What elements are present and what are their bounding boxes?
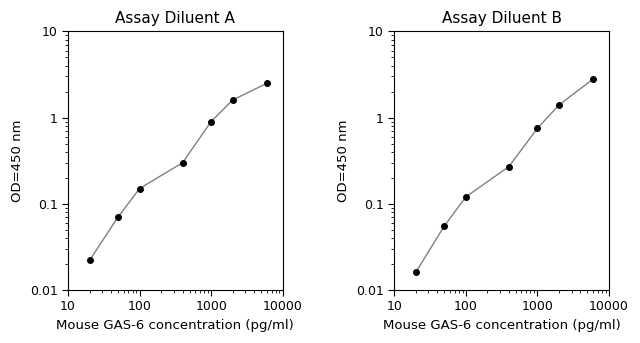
Title: Assay Diluent B: Assay Diluent B: [442, 11, 561, 26]
X-axis label: Mouse GAS-6 concentration (pg/ml): Mouse GAS-6 concentration (pg/ml): [383, 319, 620, 332]
Y-axis label: OD=450 nm: OD=450 nm: [11, 119, 24, 202]
X-axis label: Mouse GAS-6 concentration (pg/ml): Mouse GAS-6 concentration (pg/ml): [56, 319, 294, 332]
Title: Assay Diluent A: Assay Diluent A: [115, 11, 236, 26]
Y-axis label: OD=450 nm: OD=450 nm: [337, 119, 350, 202]
